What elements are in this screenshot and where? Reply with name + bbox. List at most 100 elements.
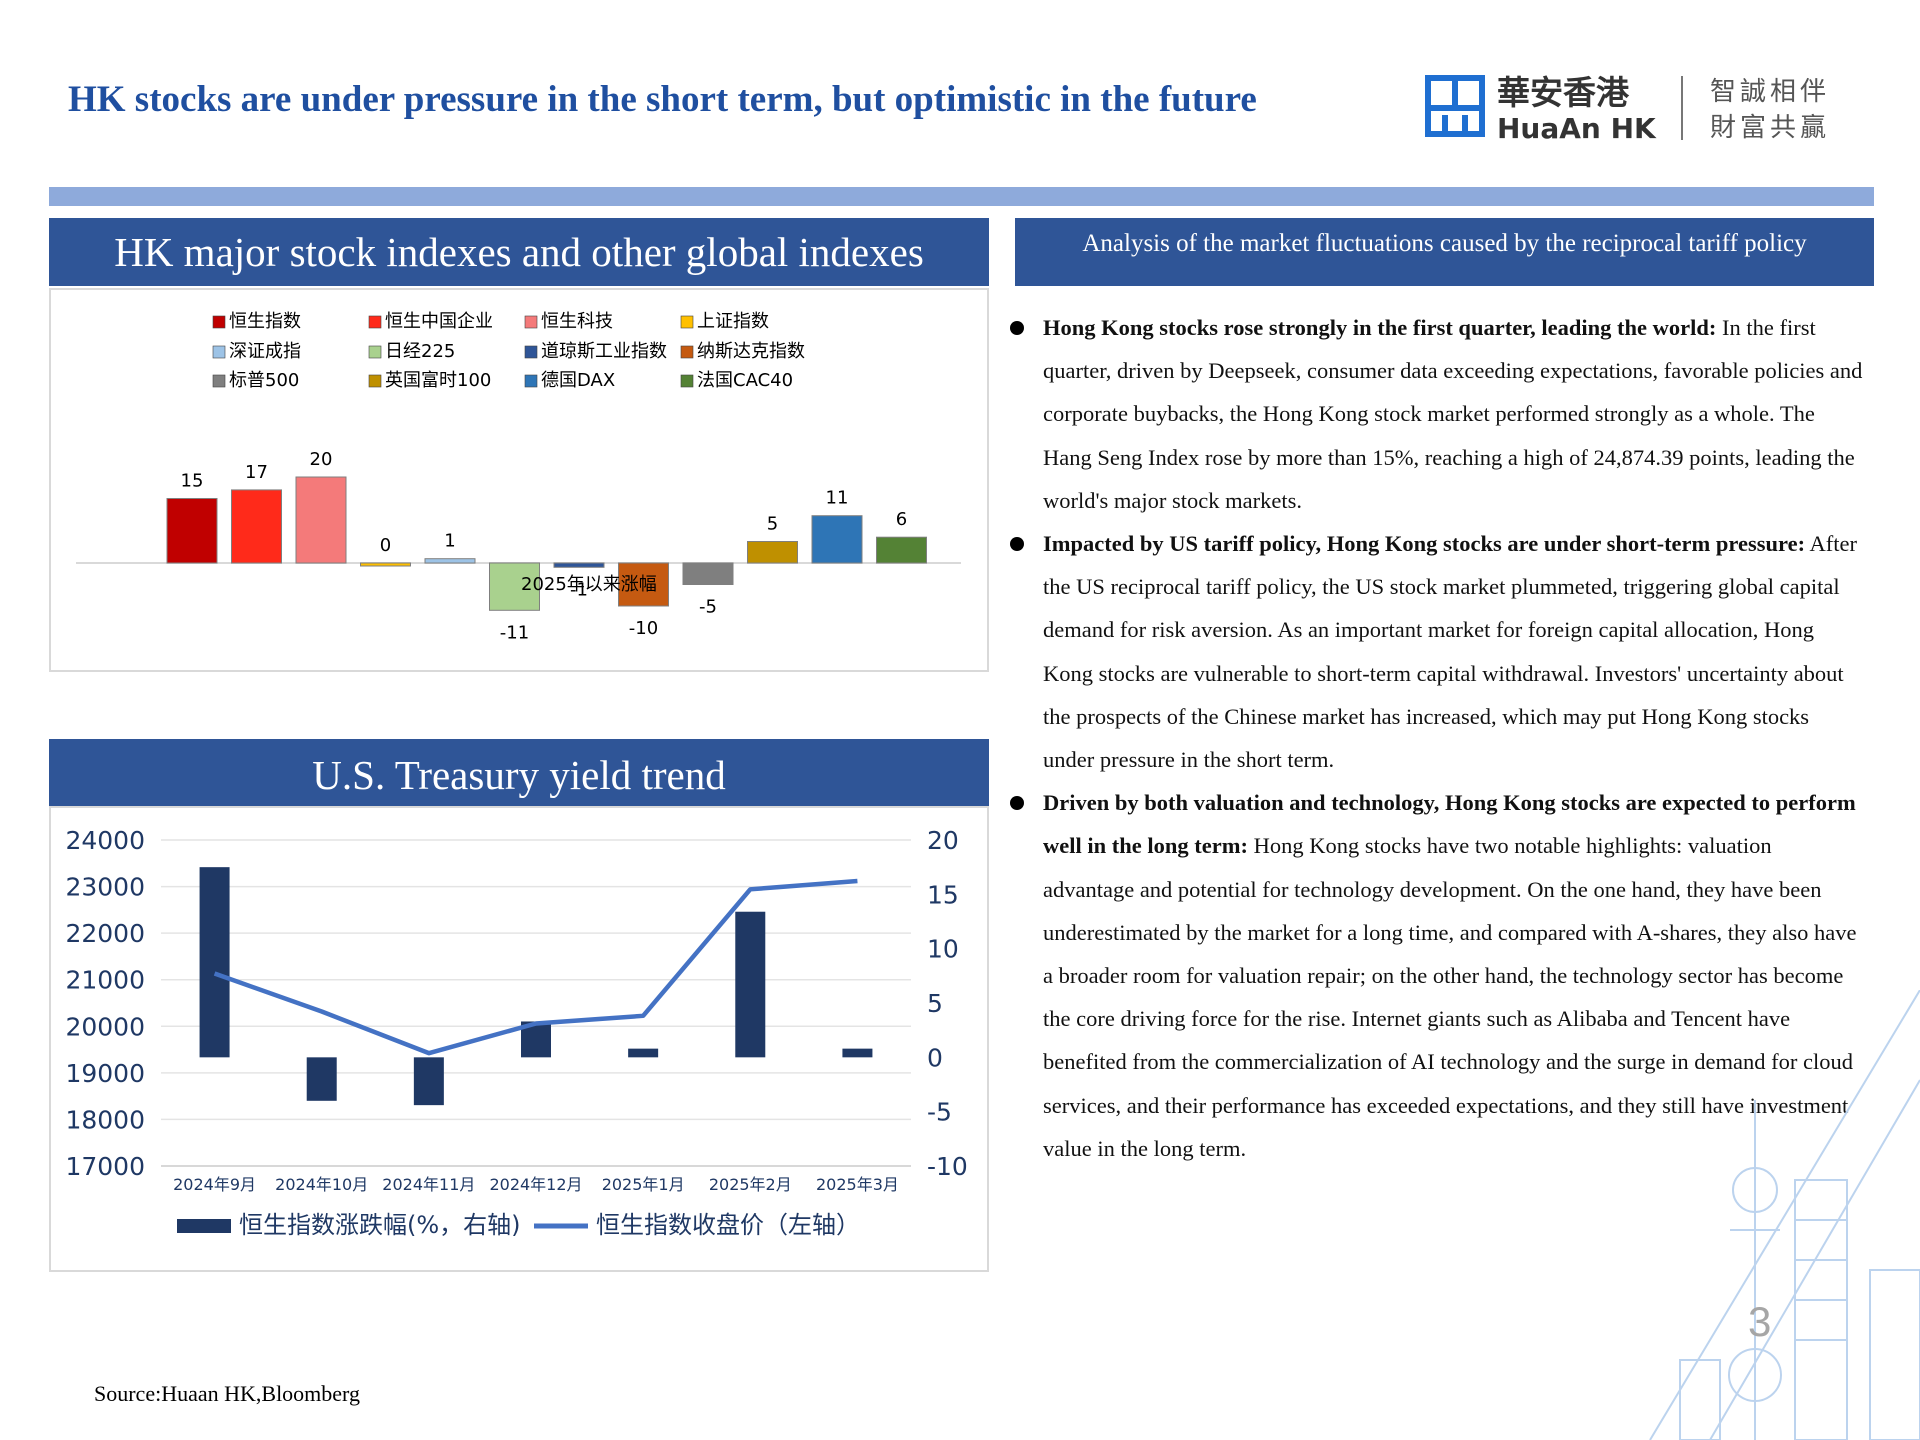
data-label: -11: [500, 622, 529, 643]
legend-swatch: [212, 315, 226, 329]
bullet-dot-icon: [1010, 537, 1024, 552]
data-label: 15: [181, 471, 204, 492]
x-axis-tick: 2024年11月: [382, 1175, 475, 1194]
legend-label: 恒生指数收盘价（左轴）: [596, 1211, 860, 1239]
legend-swatch: [524, 374, 538, 388]
top-divider-bar: [49, 187, 1874, 206]
source-note: Source:Huaan HK,Bloomberg: [94, 1381, 360, 1406]
legend-label: 日经225: [385, 341, 455, 362]
x-axis-title: 2025年以来涨幅: [521, 574, 657, 595]
x-axis-tick: 2025年1月: [602, 1175, 685, 1194]
legend-label: 恒生指数涨跌幅(%，右轴): [239, 1211, 521, 1239]
city-skyline-decoration: [1649, 990, 1920, 1440]
left-axis-tick: 19000: [65, 1059, 145, 1088]
analysis-point-heading: Impacted by US tariff policy, Hong Kong …: [1043, 531, 1806, 557]
legend-label: 德国DAX: [541, 370, 615, 391]
legend-swatch: [212, 374, 226, 388]
x-axis-tick: 2024年9月: [173, 1175, 256, 1194]
data-label: 20: [310, 449, 333, 470]
data-label: -5: [699, 597, 717, 618]
logo-name-cn: 華安香港: [1497, 73, 1630, 112]
right-axis-tick: 5: [927, 989, 943, 1018]
right-axis-tick: -10: [927, 1152, 968, 1181]
legend-swatch: [680, 374, 694, 388]
x-axis-tick: 2024年12月: [489, 1175, 582, 1194]
data-label: 6: [896, 509, 907, 530]
indexes-chart-frame: 恒生指数 恒生中国企业 恒生科技 上证指数 深证成指 日经225 道琼斯工业指数 纳斯达克指数…: [49, 288, 989, 672]
bar: [199, 867, 230, 1058]
bar: [489, 562, 540, 611]
legend-label: 道琼斯工业指数: [541, 341, 667, 362]
left-axis-tick: 18000: [65, 1105, 145, 1134]
bar: [747, 541, 798, 564]
bar: [682, 562, 734, 585]
right-axis-tick: 15: [927, 880, 959, 909]
x-axis-tick: 2025年3月: [816, 1175, 899, 1194]
close-price-line: [213, 878, 858, 1056]
logo-slogan-line2: 財富共贏: [1710, 113, 1830, 143]
bullet-dot-icon: [1010, 321, 1024, 335]
data-label: 17: [245, 462, 268, 483]
treasury-chart-frame: 24000 23000 22000 21000 20000 19000 18000 17000…: [49, 806, 989, 1272]
legend-swatch: [177, 1219, 231, 1233]
bar: [166, 498, 218, 564]
analysis-text: Hong Kong stocks rose strongly in the fi…: [1005, 306, 1865, 1170]
bar: [628, 1048, 659, 1058]
page-title: HK stocks are under pressure in the shor…: [68, 79, 1257, 120]
huaan-logo: 華安香港 HuaAn HK 智誠相伴 財富共贏: [1425, 73, 1830, 145]
legend-swatch: [680, 315, 694, 329]
data-label: 5: [767, 514, 778, 535]
legend-label: 恒生指数: [229, 311, 301, 332]
treasury-panel-header: U.S. Treasury yield trend: [49, 739, 989, 806]
right-axis-tick: 0: [927, 1043, 943, 1072]
legend-label: 法国CAC40: [697, 370, 793, 391]
legend-swatch: [368, 374, 382, 388]
bar: [618, 562, 669, 607]
analysis-panel-header: Analysis of the market fluctuations caus…: [1015, 218, 1874, 286]
bar: [231, 489, 282, 564]
legend-label: 英国富时100: [385, 370, 491, 391]
bar: [413, 1057, 444, 1106]
logo-slogan-line1: 智誠相伴: [1710, 77, 1830, 107]
logo-name-en: HuaAn HK: [1497, 112, 1657, 145]
left-axis-tick: 20000: [65, 1012, 145, 1041]
analysis-point-heading: Hong Kong stocks rose strongly in the fi…: [1043, 315, 1717, 340]
treasury-combo-chart: 24000 23000 22000 21000 20000 19000 18000 17000…: [65, 826, 968, 1239]
legend-swatch: [680, 345, 694, 359]
analysis-point-2: Impacted by US tariff policy, Hong Kong …: [1005, 522, 1865, 781]
legend-swatch: [524, 315, 538, 329]
data-label: 0: [380, 535, 391, 556]
left-axis-tick: 17000: [65, 1152, 145, 1181]
analysis-point-3: Driven by both valuation and technology,…: [1005, 781, 1865, 1170]
bar: [306, 1057, 337, 1101]
data-label: -1: [570, 579, 588, 600]
analysis-point-body: In the first quarter, driven by Deepseek…: [1043, 315, 1863, 513]
legend-label: 恒生中国企业: [385, 311, 493, 332]
bar: [811, 515, 863, 564]
data-label: -10: [629, 618, 658, 639]
left-axis-tick: 21000: [65, 966, 145, 995]
x-axis-tick: 2024年10月: [275, 1175, 368, 1194]
right-axis-tick: 20: [927, 826, 959, 855]
legend-swatch: [368, 345, 382, 359]
legend-label: 标普500: [229, 370, 299, 391]
bar: [295, 476, 347, 564]
page-number: 3: [1748, 1298, 1772, 1345]
right-axis-tick: 10: [927, 935, 959, 964]
bar: [553, 562, 605, 568]
legend-label: 纳斯达克指数: [697, 341, 805, 362]
data-label: 11: [826, 488, 849, 509]
bar: [735, 911, 766, 1058]
legend-swatch: [368, 315, 382, 329]
analysis-point-body: After the US reciprocal tariff policy, t…: [1043, 531, 1857, 773]
legend-label: 上证指数: [697, 311, 769, 332]
left-axis-tick: 23000: [65, 873, 145, 902]
legend-swatch: [212, 345, 226, 359]
indexes-panel-header: HK major stock indexes and other global …: [49, 218, 989, 286]
right-axis-tick: -5: [927, 1098, 952, 1127]
analysis-point-heading: Driven by both valuation and technology,…: [1043, 790, 1856, 859]
x-axis-tick: 2025年2月: [709, 1175, 792, 1194]
left-axis-tick: 24000: [65, 826, 145, 855]
data-label: 1: [444, 531, 455, 552]
